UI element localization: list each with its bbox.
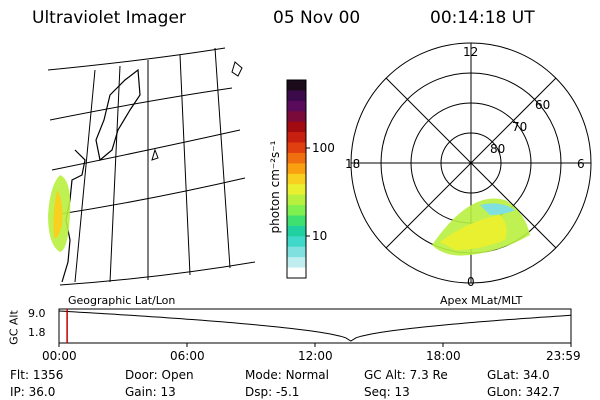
mlt-0-label: 0	[467, 275, 475, 289]
time-label: 00:14:18 UT	[430, 8, 535, 28]
info-door: Door: Open	[125, 368, 194, 382]
mlat-60-label: 60	[535, 98, 551, 112]
info-glon: GLon: 342.7	[487, 385, 560, 399]
colorbar-stripe	[287, 257, 306, 269]
time-tick-1800: 18:00	[426, 349, 461, 363]
altitude-timeline	[58, 308, 572, 347]
colorbar-stripe	[287, 100, 306, 112]
time-tick-0600: 06:00	[170, 349, 205, 363]
colorbar-stripe	[287, 173, 306, 185]
mlat-70-label: 70	[512, 120, 528, 134]
colorbar-stripe	[287, 142, 306, 154]
mlt-18-label: 18	[345, 157, 361, 171]
date-label: 05 Nov 00	[273, 8, 361, 28]
info-flt: Flt: 1356	[10, 368, 64, 382]
info-dsp: Dsp: -5.1	[245, 385, 300, 399]
colorbar-stripe	[287, 121, 306, 133]
instrument-title: Ultraviolet Imager	[32, 8, 186, 28]
geographic-label: Geographic Lat/Lon	[68, 294, 176, 307]
time-tick-2359: 23:59	[546, 349, 581, 363]
colorbar-stripe	[287, 236, 306, 248]
colorbar-stripe	[287, 90, 306, 102]
info-gc-alt: GC Alt: 7.3 Re	[364, 368, 448, 382]
colorbar-stripe	[287, 215, 306, 227]
colorbar-stripe	[287, 205, 306, 217]
colorbar-stripe	[287, 80, 306, 92]
colorbar	[286, 79, 310, 279]
colorbar-tick-100: 100	[312, 141, 335, 155]
info-mode: Mode: Normal	[245, 368, 329, 382]
geographic-map	[47, 47, 256, 286]
colorbar-stripe	[287, 267, 306, 279]
colorbar-stripe	[287, 132, 306, 144]
info-seq: Seq: 13	[364, 385, 410, 399]
colorbar-stripe	[287, 184, 306, 196]
colorbar-unit-label: photon cm⁻²s⁻¹	[268, 140, 282, 234]
mlat-80-label: 80	[490, 142, 506, 156]
colorbar-stripe	[287, 152, 306, 164]
apex-label: Apex MLat/MLT	[440, 294, 523, 307]
left-aurora	[48, 175, 71, 252]
colorbar-stripe	[287, 225, 306, 237]
polar-aurora	[432, 198, 530, 256]
info-ip: IP: 36.0	[10, 385, 56, 399]
colorbar-stripe	[287, 194, 306, 206]
time-tick-0000: 00:00	[42, 349, 77, 363]
colorbar-stripe	[287, 246, 306, 258]
info-glat: GLat: 34.0	[487, 368, 550, 382]
timeline-ymin: 1.8	[28, 326, 46, 339]
gc-alt-axis-label: GC Alt	[7, 310, 21, 345]
timeline-ymax: 9.0	[28, 307, 46, 320]
time-tick-1200: 12:00	[298, 349, 333, 363]
mlt-12-label: 12	[463, 45, 479, 59]
colorbar-stripe	[287, 111, 306, 123]
colorbar-stripe	[287, 163, 306, 175]
colorbar-tick-10: 10	[312, 229, 328, 243]
mlt-6-label: 6	[577, 157, 585, 171]
polar-plot	[350, 42, 592, 284]
info-gain: Gain: 13	[125, 385, 176, 399]
